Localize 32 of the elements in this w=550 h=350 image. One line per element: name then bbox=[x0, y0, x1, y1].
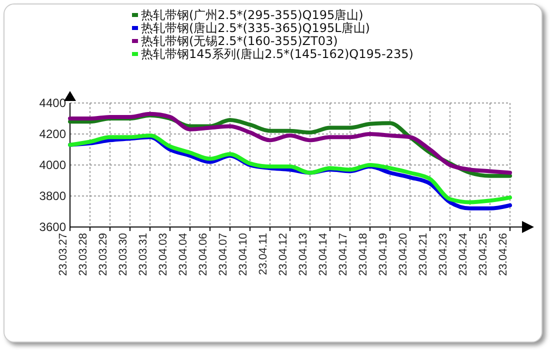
y-tick-label: 3800 bbox=[39, 188, 66, 203]
x-tick-label: 23.04.11 bbox=[258, 233, 270, 276]
x-tick-label: 23.03.31 bbox=[138, 233, 150, 276]
y-tick-label: 3600 bbox=[39, 220, 66, 234]
x-tick-label: 23.04.20 bbox=[398, 233, 410, 276]
x-tick-label: 23.04.21 bbox=[418, 233, 430, 276]
x-tick-label: 23.03.28 bbox=[78, 233, 90, 276]
x-tick-label: 23.04.06 bbox=[198, 233, 210, 276]
x-tick-label: 23.04.14 bbox=[318, 233, 330, 276]
legend-label: 热轧带钢145系列(唐山2.5*(145-162)Q195-235) bbox=[141, 47, 414, 61]
x-tick-label: 23.03.30 bbox=[118, 233, 130, 276]
y-tick-label: 4400 bbox=[39, 96, 66, 110]
x-tick-label: 23.04.18 bbox=[358, 233, 370, 276]
legend-label: 热轧带钢(广州2.5*(295-355)Q195唐山) bbox=[141, 8, 364, 22]
x-tick-label: 23.04.04 bbox=[178, 233, 190, 276]
x-tick-label: 23.04.13 bbox=[298, 233, 310, 276]
y-tick-label: 4000 bbox=[39, 158, 66, 172]
legend-label: 热轧带钢(无锡2.5*(160-355)ZT03) bbox=[141, 34, 338, 48]
x-tick-label: 23.03.29 bbox=[98, 233, 110, 276]
x-tick-label: 23.03.27 bbox=[58, 233, 70, 276]
x-tick-label: 23.04.23 bbox=[438, 233, 450, 276]
x-tick-label: 23.04.26 bbox=[498, 233, 510, 276]
legend-label: 热轧带钢(唐山2.5*(335-365)Q195L唐山) bbox=[141, 21, 370, 35]
x-tick-label: 23.04.19 bbox=[378, 233, 390, 276]
x-tick-label: 23.04.07 bbox=[218, 233, 230, 276]
x-tick-label: 23.04.25 bbox=[478, 233, 490, 276]
x-tick-label: 23.04.12 bbox=[278, 233, 290, 276]
x-tick-label: 23.04.24 bbox=[458, 233, 470, 276]
y-tick-label: 4200 bbox=[39, 126, 66, 141]
x-tick-label: 23.04.17 bbox=[338, 233, 350, 276]
x-tick-label: 23.04.03 bbox=[158, 233, 170, 276]
x-tick-label: 23.04.10 bbox=[238, 233, 250, 276]
